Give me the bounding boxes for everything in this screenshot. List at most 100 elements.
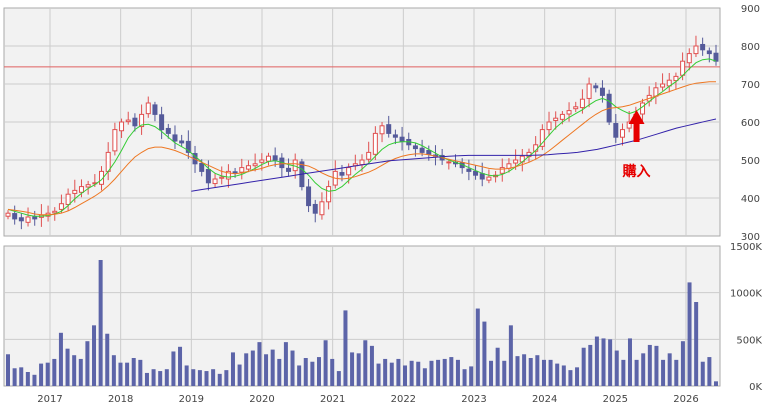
volume-bar xyxy=(462,369,467,386)
candle-body xyxy=(306,186,312,207)
candle-body xyxy=(119,121,125,132)
candle-body xyxy=(466,168,472,172)
volume-bar xyxy=(277,358,282,386)
candle-body xyxy=(259,159,265,163)
x-tick-label: 2017 xyxy=(37,394,62,405)
x-axis: 2017 2018 2019 2020 2021 2022 2023 2024 2025 2026 xyxy=(37,394,698,405)
candle-body xyxy=(12,213,18,220)
volume-bar xyxy=(634,359,639,386)
candle-body xyxy=(613,123,619,138)
price-tick-label: 300 xyxy=(741,232,760,243)
volume-bar xyxy=(297,365,302,386)
volume-bar xyxy=(356,353,361,386)
candle-body xyxy=(312,203,318,214)
candle-body xyxy=(486,176,492,181)
x-tick-label: 2023 xyxy=(461,394,486,405)
buy-arrow-head xyxy=(628,110,645,124)
candle-body xyxy=(25,216,31,223)
volume-bar xyxy=(495,347,500,386)
volume-bar xyxy=(131,358,136,386)
ma-short-line xyxy=(7,58,717,217)
volume-bar xyxy=(45,362,50,386)
volume-bar xyxy=(164,369,169,386)
moving-averages xyxy=(7,58,717,217)
volume-tick-label: 1500K xyxy=(730,242,762,253)
volume-bar xyxy=(429,360,434,386)
candle-body xyxy=(319,201,325,216)
candle-body xyxy=(706,50,712,55)
candle-body xyxy=(366,151,372,160)
volume-bar xyxy=(144,372,149,386)
candle-body xyxy=(586,83,592,99)
volume-bar xyxy=(32,374,37,386)
volume-bar xyxy=(250,350,255,386)
volume-bar xyxy=(442,358,447,386)
volume-bar xyxy=(85,341,90,386)
volume-bar xyxy=(72,355,77,386)
volume-tick-label: 0K xyxy=(749,382,762,393)
volume-bar xyxy=(449,357,454,386)
candle-body xyxy=(399,136,405,142)
volume-bar xyxy=(191,369,196,386)
candle-body xyxy=(412,145,418,150)
volume-bar xyxy=(257,342,262,386)
buy-annotation: 購入 xyxy=(622,110,651,180)
candle-body xyxy=(693,45,699,55)
x-tick-label: 2021 xyxy=(320,394,345,405)
candle-body xyxy=(386,124,392,134)
candle-body xyxy=(252,163,258,167)
volume-bar xyxy=(151,369,156,386)
volume-bar xyxy=(178,346,183,386)
volume-bar xyxy=(403,365,408,386)
candle-body xyxy=(640,102,646,115)
volume-bar xyxy=(707,357,712,386)
volume-bar xyxy=(283,342,288,386)
candle-body xyxy=(32,216,38,220)
candle-body xyxy=(265,155,271,162)
volume-bar xyxy=(184,365,189,386)
candle-body xyxy=(78,186,84,193)
volume-y-axis: 0K 500K 1000K 1500K xyxy=(730,242,762,393)
volume-bar xyxy=(561,365,566,386)
volume-bar xyxy=(111,355,116,386)
volume-bar xyxy=(469,366,474,386)
candle-body xyxy=(139,113,145,128)
volume-bar xyxy=(158,371,163,386)
volume-tick-label: 1000K xyxy=(730,289,762,300)
volume-bar xyxy=(12,368,17,386)
volume-bar xyxy=(601,338,606,386)
price-tick-label: 500 xyxy=(741,156,760,167)
x-tick-label: 2020 xyxy=(249,394,274,405)
volume-bar xyxy=(230,352,235,386)
x-tick-label: 2022 xyxy=(391,394,416,405)
candle-body xyxy=(165,127,171,134)
volume-bar xyxy=(594,336,599,386)
x-tick-label: 2026 xyxy=(673,394,698,405)
candle-body xyxy=(205,169,211,184)
volume-bar xyxy=(416,361,421,386)
candle-body xyxy=(85,184,91,188)
candle-body xyxy=(58,203,64,210)
volume-bar xyxy=(52,358,57,386)
candle-body xyxy=(52,210,58,214)
candle-body xyxy=(419,147,425,153)
candle-body xyxy=(392,134,398,138)
volume-bar xyxy=(508,325,513,386)
price-tick-label: 700 xyxy=(741,80,760,91)
price-tick-label: 600 xyxy=(741,118,760,129)
volume-bar xyxy=(475,308,480,386)
volume-bar xyxy=(6,354,10,386)
volume-bar xyxy=(541,359,546,386)
volume-bar xyxy=(369,345,374,386)
volume-bar xyxy=(330,358,335,386)
candle-body xyxy=(499,167,505,174)
ma-long-line xyxy=(191,118,717,192)
buy-label: 購入 xyxy=(622,163,651,180)
volume-bar xyxy=(409,360,414,386)
volume-bar xyxy=(621,359,626,386)
volume-bar xyxy=(323,340,328,386)
volume-bar xyxy=(383,358,388,386)
candle-body xyxy=(626,121,632,129)
candle-body xyxy=(686,53,692,64)
